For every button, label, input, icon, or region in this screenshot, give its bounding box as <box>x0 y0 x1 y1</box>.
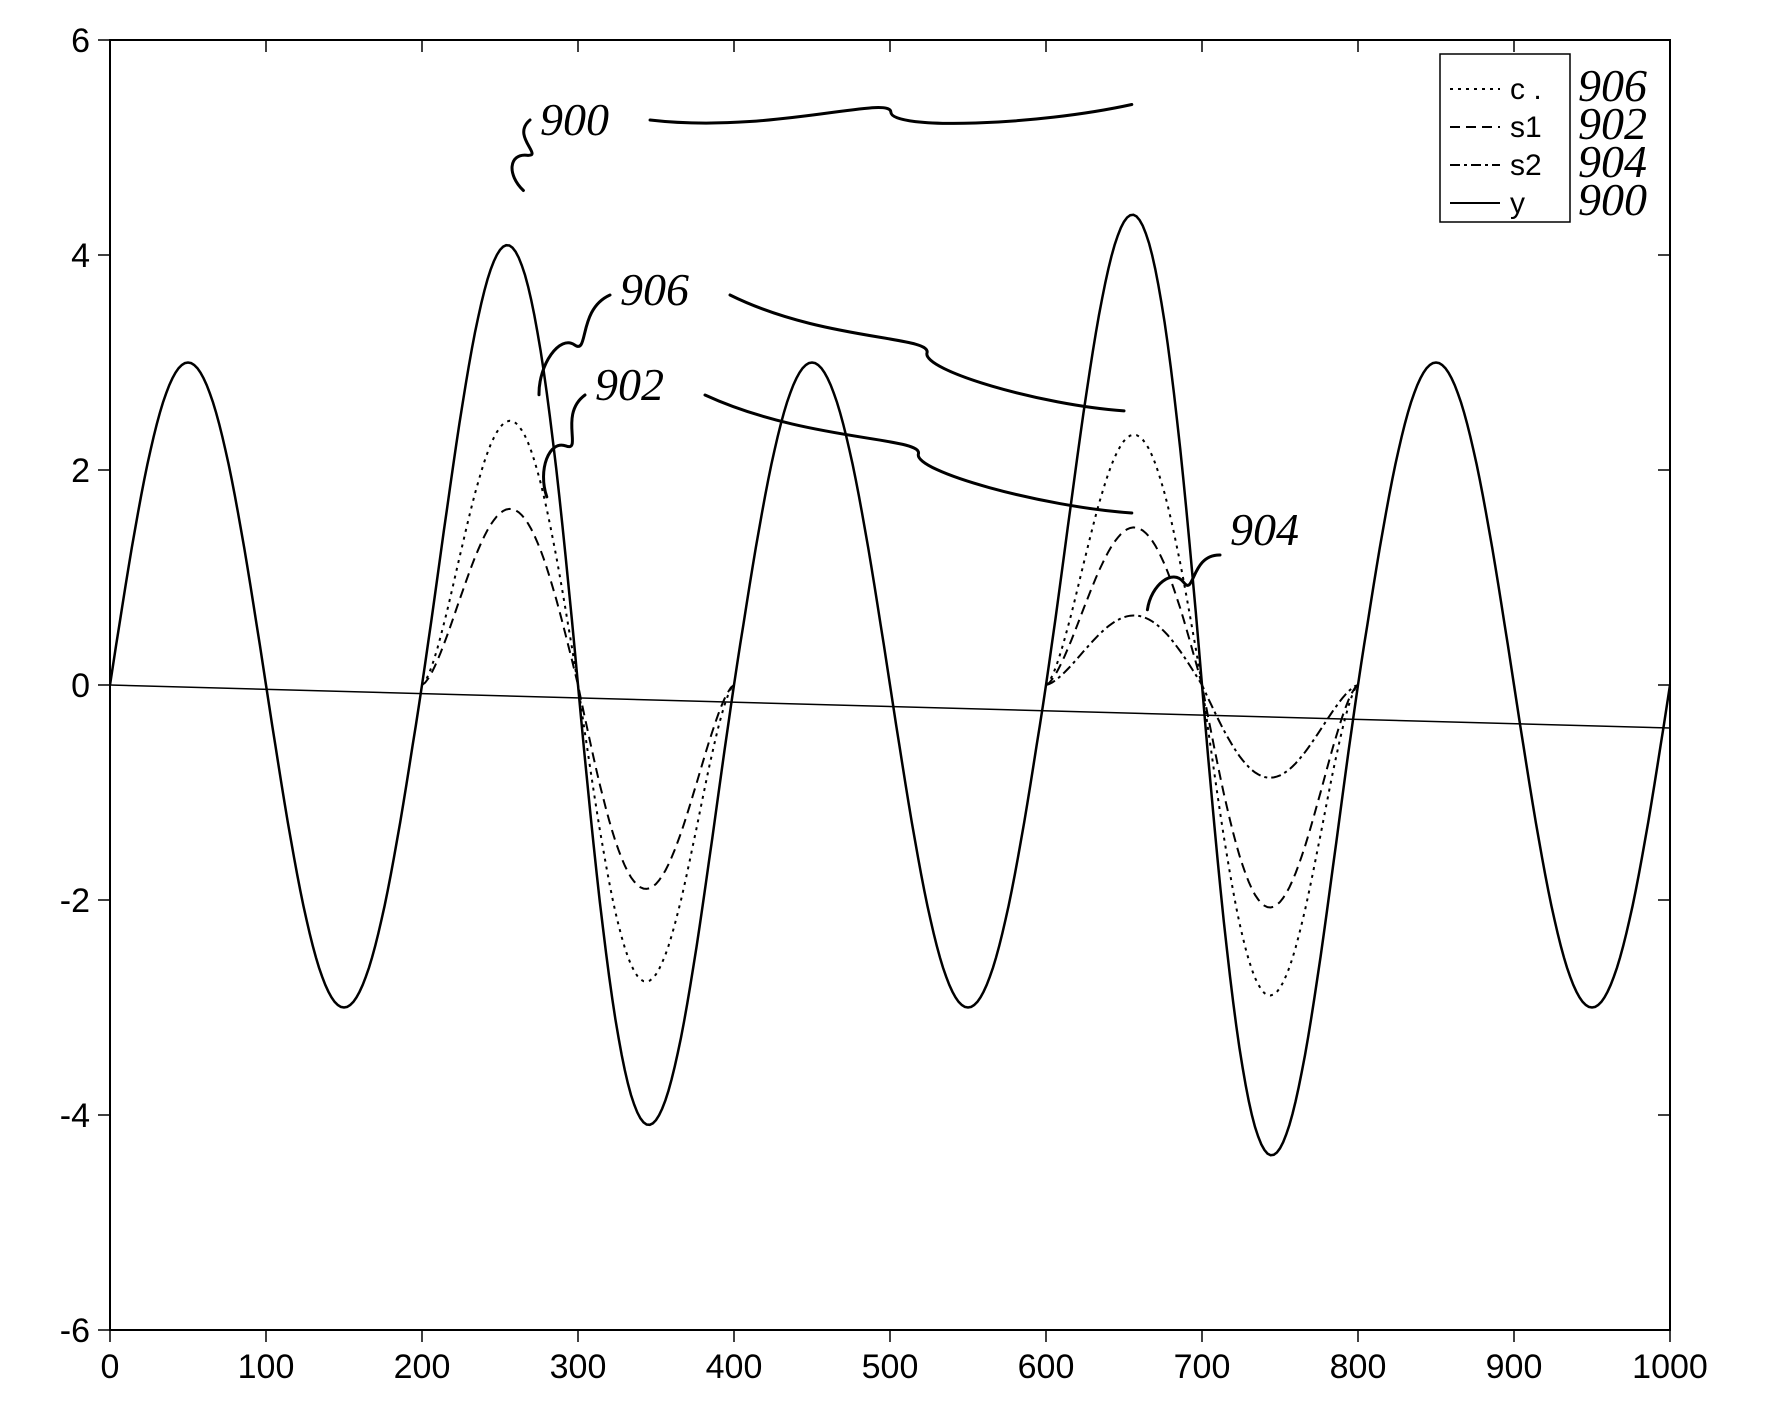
legend-label: c . <box>1510 73 1542 106</box>
annotation-900: 900 <box>540 94 609 145</box>
x-tick-label: 300 <box>550 1348 607 1386</box>
y-tick-label: 2 <box>71 452 90 490</box>
y-tick-label: 0 <box>71 667 90 705</box>
annotation-904: 904 <box>1230 504 1299 555</box>
annotation-906: 906 <box>620 264 689 315</box>
legend-box <box>1440 54 1570 222</box>
y-tick-label: 4 <box>71 237 90 275</box>
legend-label: s1 <box>1510 111 1542 144</box>
y-tick-label: -4 <box>60 1097 90 1135</box>
x-tick-label: 100 <box>238 1348 295 1386</box>
legend-label: s2 <box>1510 149 1542 182</box>
y-tick-label: 6 <box>71 22 90 60</box>
x-tick-label: 800 <box>1330 1348 1387 1386</box>
legend-side-annotation: 900 <box>1578 174 1647 225</box>
y-tick-label: -6 <box>60 1312 90 1350</box>
x-tick-label: 1000 <box>1632 1348 1708 1386</box>
x-tick-label: 500 <box>862 1348 919 1386</box>
line-chart: 0 100 200 300 400 500 600 700 800 900 1000 -6 -4 -2 0 2… <box>0 0 1786 1412</box>
annotation-902: 902 <box>595 359 664 410</box>
chart-container: 0 100 200 300 400 500 600 700 800 900 1000 -6 -4 -2 0 2… <box>0 0 1786 1412</box>
x-tick-label: 600 <box>1018 1348 1075 1386</box>
x-tick-label: 700 <box>1174 1348 1231 1386</box>
x-tick-label: 400 <box>706 1348 763 1386</box>
x-tick-label: 200 <box>394 1348 451 1386</box>
x-tick-label: 0 <box>101 1348 120 1386</box>
x-tick-label: 900 <box>1486 1348 1543 1386</box>
legend-label: y <box>1510 187 1525 220</box>
y-tick-label: -2 <box>60 882 90 920</box>
